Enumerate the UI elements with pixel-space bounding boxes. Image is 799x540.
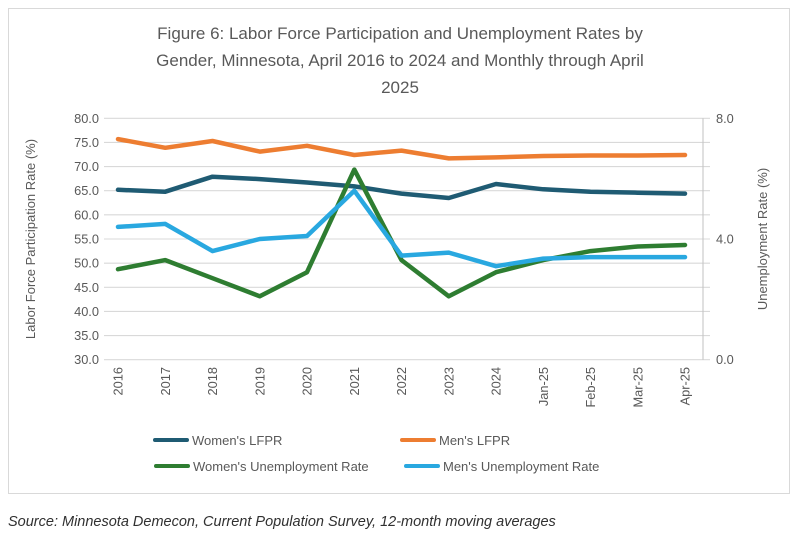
left-axis-tick-label: 70.0 (74, 159, 99, 174)
x-axis-tick-label: 2020 (300, 367, 315, 395)
x-axis-tick-label: 2019 (252, 367, 267, 395)
x-axis-tick-label: 2017 (158, 367, 173, 395)
legend-swatch-mens-unemployment (404, 463, 440, 469)
chart-title: Figure 6: Labor Force Participation and … (90, 20, 710, 101)
right-axis-tick-label: 0.0 (716, 352, 734, 367)
left-axis-tick-label: 55.0 (74, 232, 99, 247)
chart-title-line-2: Gender, Minnesota, April 2016 to 2024 an… (156, 51, 644, 70)
left-axis-tick-label: 75.0 (74, 135, 99, 150)
legend-swatch-womens-lfpr (153, 437, 189, 443)
x-axis-tick-label: 2016 (111, 367, 126, 395)
legend-label-womens-lfpr: Women's LFPR (192, 432, 283, 448)
legend-label-mens-unemployment: Men's Unemployment Rate (443, 458, 600, 474)
x-axis-tick-label: 2022 (394, 367, 409, 395)
source-note: Source: Minnesota Demecon, Current Popul… (8, 514, 556, 530)
right-axis-tick-label: 4.0 (716, 232, 734, 247)
x-axis-tick-label: Mar-25 (630, 367, 645, 408)
left-axis-tick-label: 80.0 (74, 111, 99, 126)
legend-label-womens-unemployment: Women's Unemployment Rate (193, 458, 369, 474)
x-axis-tick-label: 2021 (347, 367, 362, 395)
series-line-men-s-lfpr (115, 136, 688, 161)
x-axis-tick-label: 2018 (205, 367, 220, 395)
series-line-women-s-lfpr (115, 174, 688, 201)
x-axis-tick-label: Feb-25 (583, 367, 598, 408)
left-axis-tick-label: 60.0 (74, 207, 99, 222)
x-axis-tick-label: Jan-25 (536, 367, 551, 406)
legend-swatch-mens-lfpr (400, 437, 436, 443)
right-axis-title: Unemployment Rate (%) (755, 168, 770, 310)
right-axis-tick-label: 8.0 (716, 111, 734, 126)
legend-item-womens-lfpr: Women's LFPR (153, 432, 283, 448)
legend-swatch-womens-unemployment (154, 463, 190, 469)
legend-item-mens-unemployment: Men's Unemployment Rate (404, 458, 600, 474)
chart-title-line-3: 2025 (381, 78, 419, 97)
left-axis-tick-label: 65.0 (74, 183, 99, 198)
legend-item-womens-unemployment: Women's Unemployment Rate (154, 458, 369, 474)
left-axis-tick-label: 35.0 (74, 328, 99, 343)
series-line-men-s-unemployment-rate (115, 188, 688, 269)
x-axis-tick-label: 2024 (489, 367, 504, 395)
legend-item-mens-lfpr: Men's LFPR (400, 432, 511, 448)
left-axis-tick-label: 40.0 (74, 304, 99, 319)
left-axis-tick-label: 50.0 (74, 256, 99, 271)
left-axis-title: Labor Force Participation Rate (%) (23, 139, 38, 339)
x-axis-tick-label: 2023 (441, 367, 456, 395)
chart-title-line-1: Figure 6: Labor Force Participation and … (157, 24, 643, 43)
series-line-women-s-unemployment-rate (115, 167, 688, 299)
x-axis-tick-label: Apr-25 (678, 367, 693, 405)
left-axis-tick-label: 45.0 (74, 280, 99, 295)
left-axis-tick-label: 30.0 (74, 352, 99, 367)
legend-label-mens-lfpr: Men's LFPR (439, 432, 511, 448)
chart-plot-area: 80.0 8.0 75.0 70.0 65.0 60.0 55.0 4.0 50.0 45.0 40… (23, 111, 770, 408)
